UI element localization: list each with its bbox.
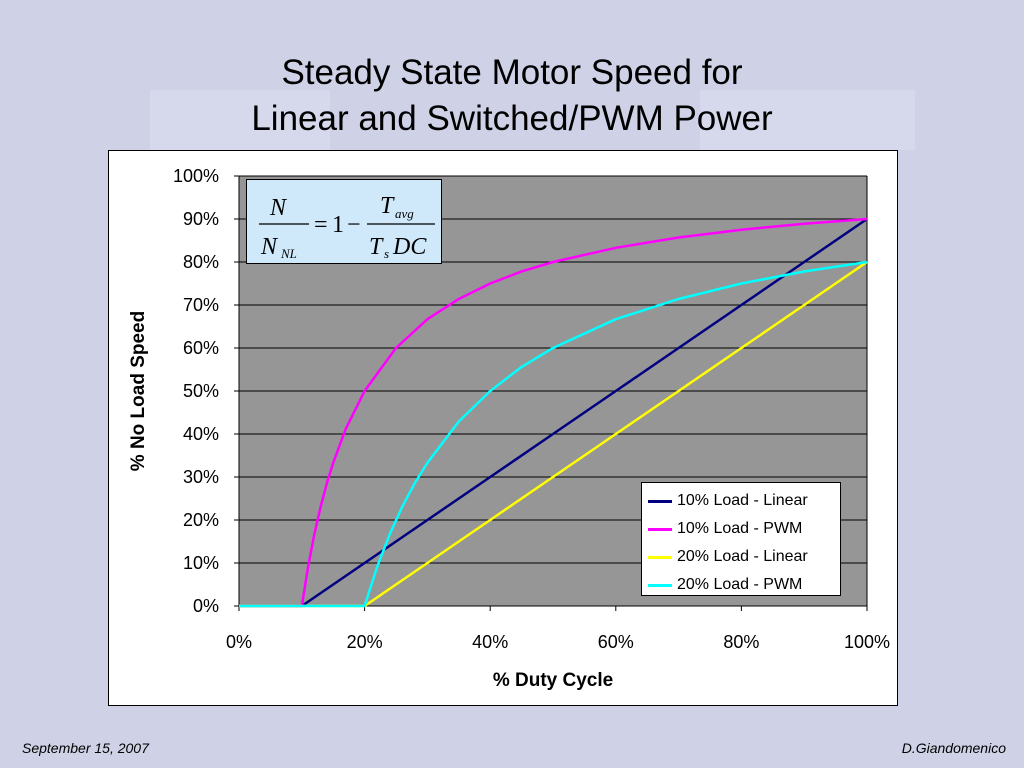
chart-legend: 10% Load - Linear 10% Load - PWM 20% Loa… [641,482,841,596]
legend-item: 10% Load - Linear [648,487,840,515]
legend-swatch [648,527,672,531]
legend-item: 20% Load - Linear [648,543,840,571]
chart-area: 0% 10% 20% 30% 40% 50% 60% 70% 80% 90% 100% 0% 20% 4… [108,150,898,706]
formula-rhs-denominator-sub: s [384,246,389,261]
formula-minus: − [347,212,361,238]
x-tick-label: 0% [226,632,252,652]
x-tick-label: 40% [472,632,508,652]
y-tick-label: 100% [173,166,219,186]
x-tick-label: 100% [844,632,890,652]
y-tick-label: 70% [183,295,219,315]
x-tick-labels: 0% 20% 40% 60% 80% 100% [226,606,890,652]
y-tick-label: 0% [193,596,219,616]
legend-label: 10% Load - Linear [677,492,808,509]
y-tick-labels: 0% 10% 20% 30% 40% 50% 60% 70% 80% 90% 100% [173,166,239,616]
formula-rhs-denominator: T [369,234,384,260]
formula-rhs-denominator-rest: DC [392,234,427,260]
y-tick-label: 90% [183,209,219,229]
formula-rhs-numerator-sub: avg [395,206,414,221]
formula-lhs-denominator: N [260,234,279,260]
series-lines [239,217,868,608]
legend-swatch [648,499,672,503]
legend-label: 20% Load - PWM [677,576,803,593]
x-tick-label: 20% [347,632,383,652]
y-tick-label: 20% [183,510,219,530]
background-panel-right [700,90,915,150]
formula-equation: N N NL = 1 − T avg T s DC [259,193,435,261]
slide-title-line1: Steady State Motor Speed for [281,53,743,92]
footer-author: D.Giandomenico [901,740,1006,756]
series-line-10-load-linear [239,217,868,608]
formula-lhs-denominator-sub: NL [280,246,297,261]
legend-swatch [648,583,672,587]
legend-item: 10% Load - PWM [648,515,840,543]
y-tick-label: 50% [183,381,219,401]
background-panel-left [150,90,330,150]
y-tick-label: 60% [183,338,219,358]
x-tick-label: 80% [723,632,759,652]
line-chart: 0% 10% 20% 30% 40% 50% 60% 70% 80% 90% 100% 0% 20% 4… [128,166,890,691]
formula-lhs-numerator: N [269,195,288,221]
legend-swatch [648,555,672,559]
formula-box: N N NL = 1 − T avg T s DC [246,179,442,264]
series-line-10-load-pwm [239,217,868,608]
formula-one: 1 [332,212,344,238]
x-axis-label: % Duty Cycle [493,670,613,691]
y-tick-label: 30% [183,467,219,487]
y-axis-label: % No Load Speed [128,311,149,471]
series-line-20-load-linear [239,260,868,608]
formula-equals: = [314,212,328,238]
y-tick-label: 10% [183,553,219,573]
x-tick-label: 60% [598,632,634,652]
legend-label: 20% Load - Linear [677,548,808,565]
formula-rhs-numerator: T [380,193,395,219]
legend-item: 20% Load - PWM [648,571,840,599]
series-line-20-load-pwm [239,260,868,608]
y-tick-label: 40% [183,424,219,444]
footer-date: September 15, 2007 [22,740,149,756]
legend-label: 10% Load - PWM [677,520,803,537]
slide-title-line2: Linear and Switched/PWM Power [251,99,773,138]
y-tick-label: 80% [183,252,219,272]
slide-title: Steady State Motor Speed for Linear and … [0,50,1024,142]
